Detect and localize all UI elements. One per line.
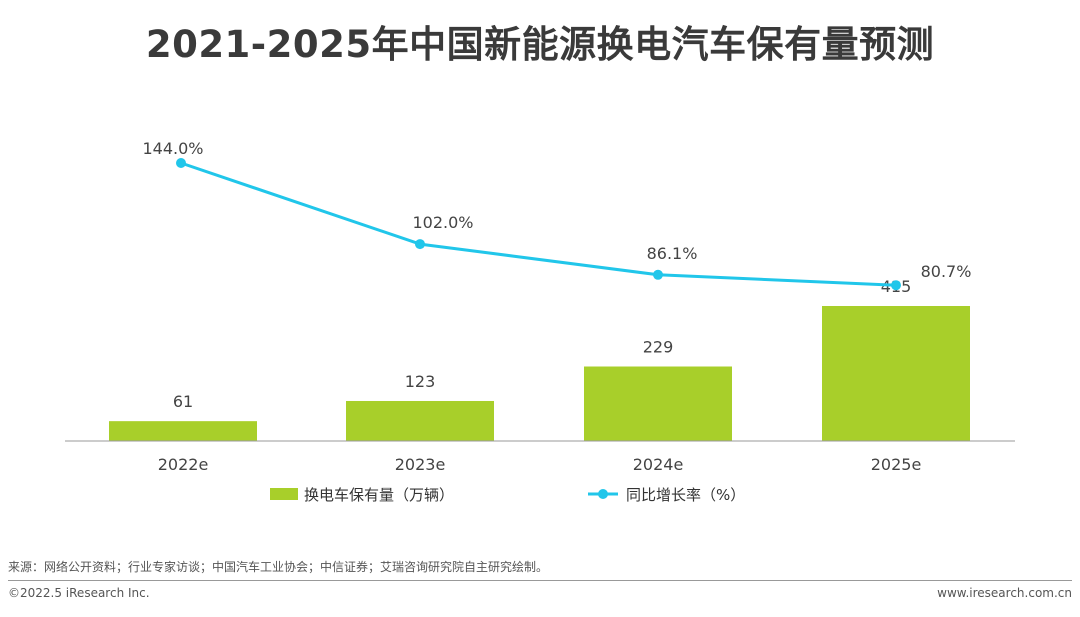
line-value-label-2025e: 80.7% bbox=[921, 262, 972, 281]
category-labels: 2022e 2023e 2024e 2025e bbox=[158, 455, 922, 474]
legend-bar-label: 换电车保有量（万辆） bbox=[304, 486, 454, 504]
legend: 换电车保有量（万辆） 同比增长率（%） bbox=[270, 486, 745, 504]
x-tick-label-2022e: 2022e bbox=[158, 455, 209, 474]
line-point-2022e bbox=[176, 158, 186, 168]
bar-value-label-2022e: 61 bbox=[173, 392, 193, 411]
line-point-2023e bbox=[415, 239, 425, 250]
bar-2025e bbox=[822, 306, 970, 441]
line-value-label-2024e: 86.1% bbox=[647, 244, 698, 263]
footer-divider bbox=[8, 580, 1072, 581]
bar-2023e bbox=[346, 400, 494, 441]
line-point-2025e bbox=[891, 280, 901, 291]
growth-rate-line bbox=[180, 161, 897, 287]
legend-bar-swatch bbox=[270, 488, 298, 500]
copyright: ©2022.5 iResearch Inc. bbox=[8, 586, 150, 600]
source-note: 来源：网络公开资料；行业专家访谈；中国汽车工业协会；中信证券；艾瑞咨询研究院自主… bbox=[8, 560, 549, 574]
chart-canvas: 61123229415 144.0%102.0%86.1%80.7% 2022e… bbox=[65, 139, 1015, 504]
line-point-2024e bbox=[653, 269, 663, 280]
line-layer: 144.0% 102.0% 86.1% 80.7% bbox=[142, 139, 972, 291]
chart-title: 2021-2025年中国新能源换电汽车保有量预测 bbox=[145, 23, 935, 66]
bar-2024e bbox=[584, 366, 732, 441]
x-tick-label-2025e: 2025e bbox=[871, 455, 922, 474]
legend-line-marker bbox=[598, 489, 608, 499]
bar-value-label-2024e: 229 bbox=[643, 338, 674, 357]
bar-2022e bbox=[109, 421, 257, 441]
legend-line-label: 同比增长率（%） bbox=[626, 486, 745, 504]
bar-value-label-2023e: 123 bbox=[405, 372, 436, 391]
line-value-label-2022e: 144.0% bbox=[142, 139, 203, 158]
x-tick-label-2024e: 2024e bbox=[633, 455, 684, 474]
x-tick-label-2023e: 2023e bbox=[395, 455, 446, 474]
website-link[interactable]: www.iresearch.com.cn bbox=[937, 586, 1072, 600]
line-value-label-2023e: 102.0% bbox=[412, 213, 473, 232]
bars-layer: 61123229415 bbox=[109, 277, 970, 441]
